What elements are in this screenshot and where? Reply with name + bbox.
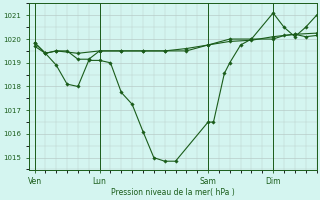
X-axis label: Pression niveau de la mer( hPa ): Pression niveau de la mer( hPa )	[111, 188, 235, 197]
